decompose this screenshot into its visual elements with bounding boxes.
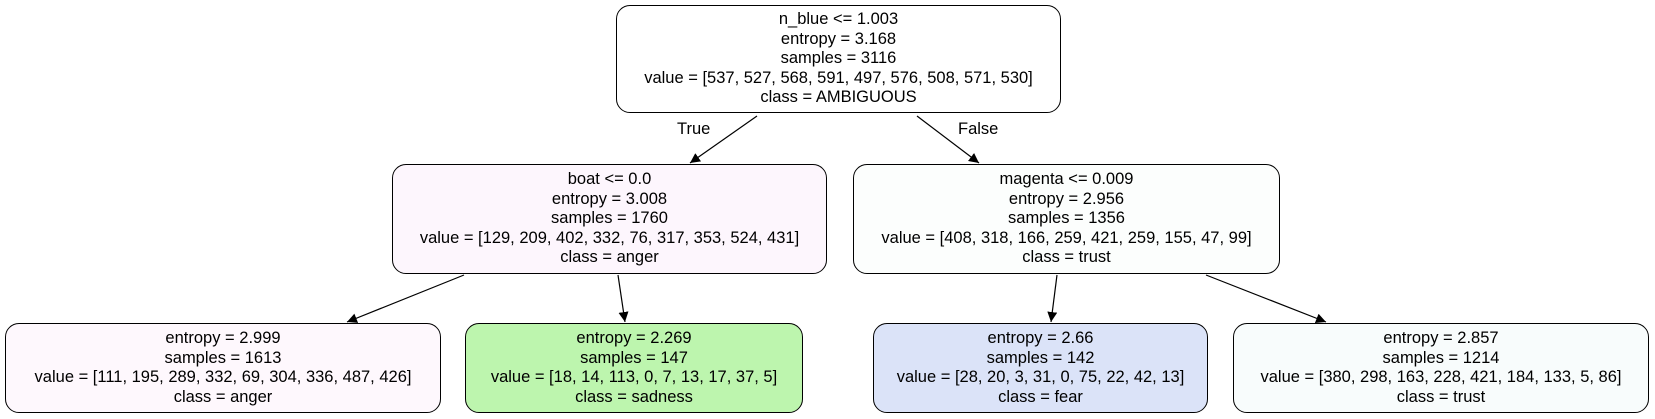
node-root-value: value = [537, 527, 568, 591, 497, 576, 5… xyxy=(644,68,1033,87)
node-right-value: value = [408, 318, 166, 259, 421, 259, 1… xyxy=(881,228,1252,247)
edge-label-true: True xyxy=(677,120,711,138)
edge-root-left xyxy=(689,115,758,164)
node-leaf-ll: entropy = 2.999 samples = 1613 value = [… xyxy=(5,323,441,413)
node-rr-value: value = [380, 298, 163, 228, 421, 184, 1… xyxy=(1260,368,1622,386)
node-left-samples: samples = 1760 xyxy=(551,209,668,228)
node-rl-samples: samples = 142 xyxy=(986,348,1095,367)
edge-left-lr xyxy=(617,274,629,323)
node-rl-class: class = fear xyxy=(998,387,1083,406)
node-right-entropy: entropy = 2.956 xyxy=(1008,189,1125,208)
node-ll-class: class = anger xyxy=(173,387,273,406)
node-left-value: value = [129, 209, 402, 332, 76, 317, 35… xyxy=(419,228,800,247)
edge-label-false: False xyxy=(958,120,999,138)
node-root-samples: samples = 3116 xyxy=(780,49,897,68)
node-rl-entropy: entropy = 2.66 xyxy=(987,329,1094,347)
node-right: magenta <= 0.009 entropy = 2.956 samples… xyxy=(853,164,1280,274)
edge-root-right xyxy=(916,115,980,164)
node-root-class: class = AMBIGUOUS xyxy=(760,88,917,107)
node-ll-entropy: entropy = 2.999 xyxy=(165,329,281,347)
node-root-entropy: entropy = 3.168 xyxy=(780,29,897,48)
node-left-class: class = anger xyxy=(560,248,659,267)
node-left-entropy: entropy = 3.008 xyxy=(551,189,668,208)
node-rr-entropy: entropy = 2.857 xyxy=(1383,329,1499,347)
node-left-split: boat <= 0.0 xyxy=(567,170,652,189)
node-rl-value: value = [28, 20, 3, 31, 0, 75, 22, 42, 1… xyxy=(896,368,1185,386)
node-root: n_blue <= 1.003 entropy = 3.168 samples … xyxy=(616,5,1061,113)
node-ll-samples: samples = 1613 xyxy=(164,348,282,367)
node-left: boat <= 0.0 entropy = 3.008 samples = 17… xyxy=(392,164,827,274)
node-right-split: magenta <= 0.009 xyxy=(999,170,1134,189)
node-right-samples: samples = 1356 xyxy=(1008,209,1125,228)
edge-left-ll xyxy=(346,274,465,323)
node-lr-class: class = sadness xyxy=(575,387,693,406)
edge-right-rl xyxy=(1047,274,1058,323)
node-lr-entropy: entropy = 2.269 xyxy=(576,329,692,347)
node-leaf-rr: entropy = 2.857 samples = 1214 value = [… xyxy=(1233,323,1649,413)
node-ll-value: value = [111, 195, 289, 332, 69, 304, 33… xyxy=(34,368,412,386)
node-leaf-lr: entropy = 2.269 samples = 147 value = [1… xyxy=(465,323,803,413)
node-rr-class: class = trust xyxy=(1396,387,1486,406)
edge-right-rr xyxy=(1205,274,1327,324)
node-leaf-rl: entropy = 2.66 samples = 142 value = [28… xyxy=(873,323,1208,413)
node-root-split: n_blue <= 1.003 xyxy=(778,10,899,29)
node-right-class: class = trust xyxy=(1022,248,1111,267)
node-rr-samples: samples = 1214 xyxy=(1382,348,1500,367)
node-lr-samples: samples = 147 xyxy=(580,348,688,367)
node-lr-value: value = [18, 14, 113, 0, 7, 13, 17, 37, … xyxy=(490,368,778,386)
